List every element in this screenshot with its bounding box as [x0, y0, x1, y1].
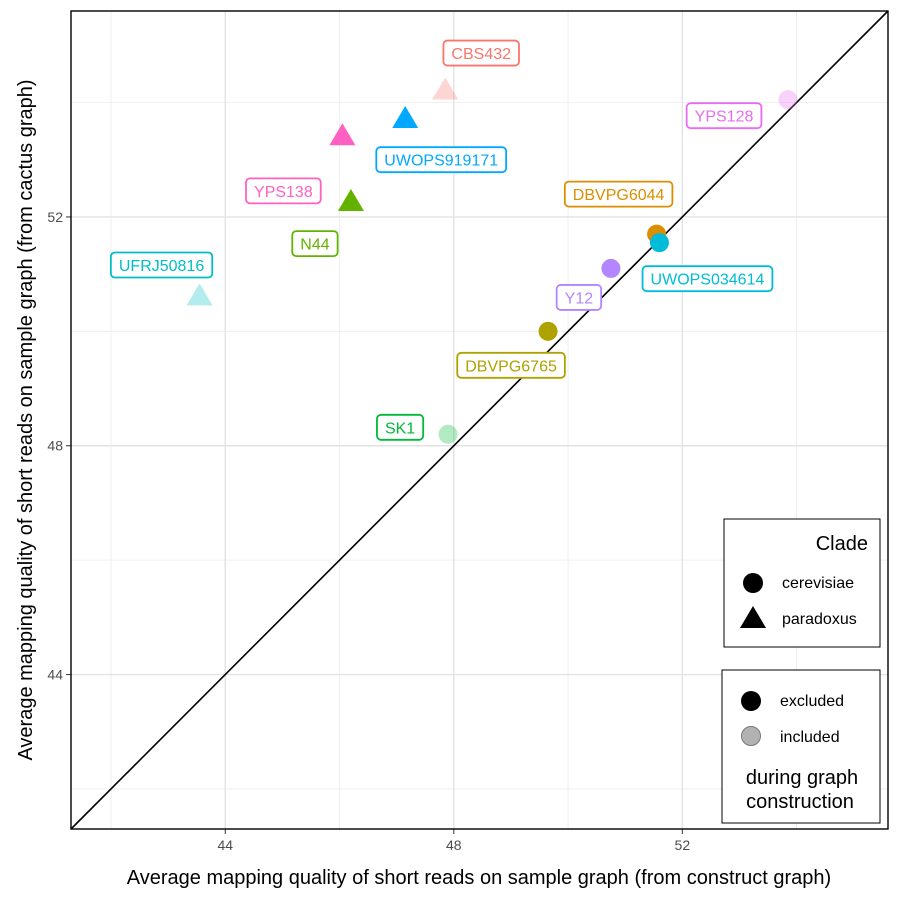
legend-clade: Clade cerevisiae paradoxus — [723, 518, 881, 648]
point-label-yps128: YPS128 — [685, 102, 763, 130]
point-dbvpg6765 — [538, 321, 558, 341]
point-label-box — [456, 351, 566, 379]
point-label-box — [245, 177, 322, 205]
point-label-box — [291, 230, 339, 258]
x-axis-title: Average mapping quality of short reads o… — [127, 867, 831, 889]
legend-status-item-1: included — [780, 729, 840, 746]
legend-clade-item-0: cerevisiae — [782, 575, 854, 592]
x-tick-label: 48 — [446, 837, 462, 853]
plot-panel-border — [70, 10, 889, 830]
point-label-dbvpg6765: DBVPG6765 — [456, 351, 566, 379]
point-ufrj50816 — [186, 283, 213, 306]
point-y12 — [601, 258, 621, 278]
point-label-text: SK1 — [385, 420, 415, 437]
points-layer — [186, 77, 798, 444]
point-cbs432 — [432, 77, 459, 100]
point-uwops034614 — [649, 233, 669, 253]
point-label-cbs432: CBS432 — [442, 39, 520, 67]
point-label-text: UFRJ50816 — [119, 258, 204, 275]
point-label-n44: N44 — [291, 230, 339, 258]
point-label-text: DBVPG6044 — [573, 187, 665, 204]
y-tick-label: 48 — [47, 438, 63, 454]
point-label-yps138: YPS138 — [245, 177, 322, 205]
point-label-box — [375, 146, 508, 174]
point-label-y12: Y12 — [555, 284, 603, 311]
point-yps128 — [778, 90, 798, 110]
point-label-text: YPS128 — [695, 109, 754, 126]
point-label-ufrj50816: UFRJ50816 — [109, 251, 214, 279]
legend-faded-circle-icon — [741, 726, 761, 746]
point-label-box — [641, 265, 774, 293]
y-axis-title: Average mapping quality of short reads o… — [15, 79, 37, 760]
legend-opaque-circle-icon — [741, 691, 761, 711]
legend-status-item-0: excluded — [780, 693, 844, 710]
x-tick-label: 44 — [217, 837, 233, 853]
ticks-layer: 44 48 52 44 48 52 — [47, 209, 690, 853]
y-tick-label: 44 — [47, 667, 63, 683]
point-label-box — [376, 413, 425, 441]
labels-layer: CBS432 UWOPS919171 YPS138 N44 UFRJ50816 YPS12… — [109, 39, 774, 441]
point-label-text: DBVPG6765 — [465, 358, 557, 375]
point-label-text: UWOPS034614 — [651, 272, 765, 289]
point-sk1 — [438, 424, 458, 444]
point-label-uwops919171: UWOPS919171 — [375, 146, 508, 174]
point-label-box — [109, 251, 214, 279]
identity-line — [70, 10, 889, 830]
legend-circle-icon — [743, 573, 763, 593]
legend-status-footer-line2: construction — [746, 791, 854, 813]
point-n44 — [337, 188, 364, 211]
point-label-box — [555, 284, 603, 311]
point-label-text: CBS432 — [451, 46, 511, 63]
point-label-box — [442, 39, 520, 67]
legend-clade-item-1: paradoxus — [782, 611, 857, 628]
point-uwops919171 — [392, 106, 419, 129]
legend-clade-title: Clade — [816, 533, 868, 555]
legend-status: excluded included during graph construct… — [721, 669, 881, 824]
point-label-dbvpg6044: DBVPG6044 — [563, 180, 674, 208]
point-yps138 — [329, 123, 356, 146]
point-label-text: YPS138 — [254, 184, 313, 201]
point-label-uwops034614: UWOPS034614 — [641, 265, 774, 293]
y-tick-label: 52 — [47, 209, 63, 225]
point-label-box — [685, 102, 763, 130]
point-label-text: N44 — [300, 237, 329, 254]
point-label-text: Y12 — [565, 290, 594, 307]
point-label-text: UWOPS919171 — [384, 153, 498, 170]
legend-triangle-icon — [740, 606, 766, 628]
legend-status-footer-line1: during graph — [746, 767, 858, 789]
x-tick-label: 52 — [675, 837, 691, 853]
grid-layer — [71, 11, 888, 829]
point-label-sk1: SK1 — [376, 413, 425, 441]
point-label-box — [563, 180, 674, 208]
